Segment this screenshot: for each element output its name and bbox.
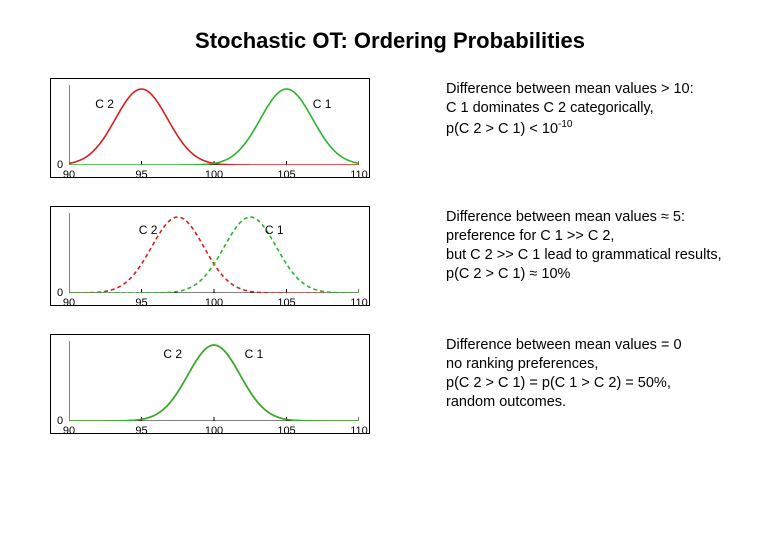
- xtick-label: 110: [350, 297, 368, 309]
- xtick-label: 95: [135, 297, 147, 309]
- panel-desc-3: Difference between mean values = 0no ran…: [420, 334, 760, 411]
- plot-area-3: C 2C 190951001051100: [69, 341, 359, 421]
- plot-area-1: C 2C 190951001051100: [69, 85, 359, 165]
- xtick-label: 105: [277, 425, 295, 437]
- curves-svg-3: [69, 341, 359, 421]
- ytick-0-label: 0: [57, 159, 63, 171]
- xtick-label: 95: [135, 169, 147, 181]
- ytick-0-label: 0: [57, 415, 63, 427]
- xtick-label: 100: [205, 425, 223, 437]
- curve-c2-3: [69, 345, 359, 421]
- curve-c2-2: [69, 217, 359, 293]
- xtick-label: 90: [63, 425, 75, 437]
- panel-row-3: C 2 C 1 90 95 100 105 110 0 Difference between m…: [20, 334, 760, 434]
- xtick-label: 95: [135, 425, 147, 437]
- curves-svg-2: [69, 213, 359, 293]
- chart-1: C 2 C 1 90 95 100 105 110 0: [50, 78, 370, 178]
- curve-label-c2-1: C 2: [95, 97, 114, 111]
- panel-desc-1: Difference between mean values > 10:C 1 …: [420, 78, 760, 138]
- curve-c1-3: [69, 345, 359, 421]
- chart-2: C 2 C 1 90 95 100 105 110 0: [50, 206, 370, 306]
- xtick-label: 100: [205, 169, 223, 181]
- plot-area-2: C 2C 190951001051100: [69, 213, 359, 293]
- chart-wrap-2: C 2 C 1 90 95 100 105 110 0: [50, 206, 420, 306]
- xtick-label: 105: [277, 169, 295, 181]
- panel-row-1: C 2 C 1 90 95 100 105 110 0 Difference between m…: [20, 78, 760, 178]
- curve-label-c1-2: C 1: [265, 223, 284, 237]
- xtick-label: 90: [63, 169, 75, 181]
- curve-label-c2-3: C 2: [163, 347, 182, 361]
- page-title: Stochastic OT: Ordering Probabilities: [20, 28, 760, 54]
- panel-row-2: C 2 C 1 90 95 100 105 110 0 Difference between m…: [20, 206, 760, 306]
- curve-label-c1-3: C 1: [245, 347, 264, 361]
- xtick-label: 100: [205, 297, 223, 309]
- chart-wrap-1: C 2 C 1 90 95 100 105 110 0: [50, 78, 420, 178]
- xtick-label: 110: [350, 425, 368, 437]
- xtick-label: 105: [277, 297, 295, 309]
- panel-desc-2: Difference between mean values ≈ 5:prefe…: [420, 206, 760, 283]
- chart-3: C 2 C 1 90 95 100 105 110 0: [50, 334, 370, 434]
- curve-c1-2: [69, 217, 359, 293]
- ytick-0-label: 0: [57, 287, 63, 299]
- xtick-label: 90: [63, 297, 75, 309]
- chart-wrap-3: C 2 C 1 90 95 100 105 110 0: [50, 334, 420, 434]
- xtick-label: 110: [350, 169, 368, 181]
- curve-label-c2-2: C 2: [139, 223, 158, 237]
- curve-label-c1-1: C 1: [313, 97, 332, 111]
